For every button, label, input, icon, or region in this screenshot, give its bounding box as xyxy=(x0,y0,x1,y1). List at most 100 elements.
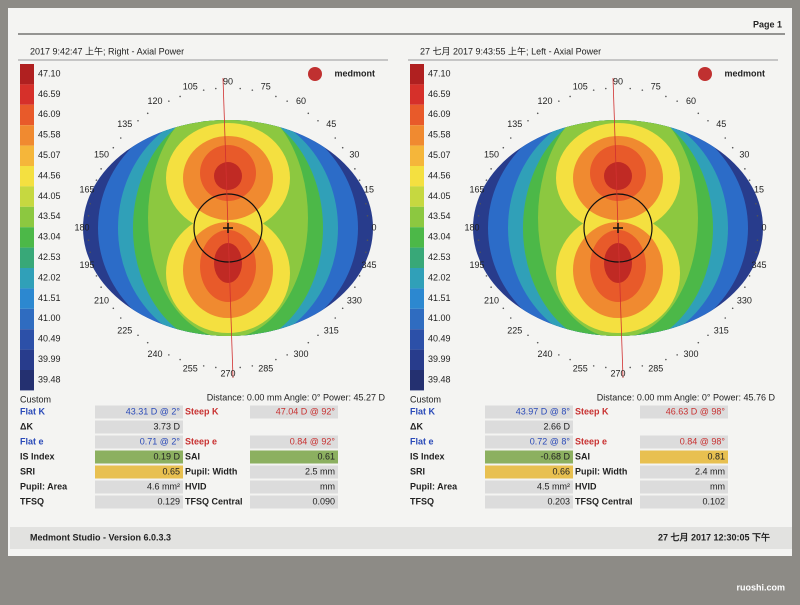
cell-bg xyxy=(485,435,573,449)
angle-label: 315 xyxy=(324,326,339,336)
angle-dot xyxy=(286,354,288,356)
cell-value: mm xyxy=(320,481,335,491)
angle-dot xyxy=(358,179,361,181)
angle-dot xyxy=(665,95,667,98)
angle-dot xyxy=(536,112,539,115)
cell-label: SAI xyxy=(185,451,200,461)
angle-label: 270 xyxy=(610,368,625,378)
scale-name: Custom xyxy=(20,394,51,404)
scale-swatch xyxy=(20,268,34,289)
angle-dot xyxy=(251,365,254,367)
panel-title: 2017 9:42:47 上午; Right - Axial Power xyxy=(30,45,184,56)
cell-bg xyxy=(485,405,573,419)
scale-label: 47.10 xyxy=(38,68,61,78)
angle-dot xyxy=(239,366,242,369)
scale-swatch xyxy=(20,125,34,146)
angle-dot xyxy=(509,317,512,319)
scale-label: 42.02 xyxy=(38,272,61,282)
angle-dot xyxy=(490,286,492,288)
cell-label: Flat K xyxy=(20,406,46,416)
angle-label: 15 xyxy=(754,185,764,195)
angle-label: 150 xyxy=(484,149,499,159)
angle-dot xyxy=(676,354,678,356)
scale-label: 40.49 xyxy=(428,334,451,344)
angle-label: 150 xyxy=(94,149,109,159)
cell-bg xyxy=(95,495,183,509)
angle-label: 120 xyxy=(537,96,552,106)
scale-swatch xyxy=(20,288,34,309)
scale-swatch xyxy=(410,186,424,207)
angle-dot xyxy=(179,358,181,361)
scale-label: 46.59 xyxy=(428,89,451,99)
cell-label: TFSQ xyxy=(410,496,434,506)
angle-dot xyxy=(755,202,757,205)
angle-dot xyxy=(100,168,102,170)
scale-label: 46.09 xyxy=(38,109,61,119)
cell-bg xyxy=(485,480,573,494)
angle-dot xyxy=(317,119,319,122)
cell-label: SRI xyxy=(410,466,425,476)
footer-version: Medmont Studio - Version 6.0.3.3 xyxy=(30,532,171,542)
angle-dot xyxy=(146,341,149,344)
cell-label: Pupil: Area xyxy=(410,481,458,491)
angle-dot xyxy=(558,100,560,102)
angle-dot xyxy=(604,366,607,369)
angle-label: 240 xyxy=(537,349,552,359)
angle-dot xyxy=(724,317,727,319)
cell-value: 0.129 xyxy=(157,496,180,506)
scale-label: 41.51 xyxy=(38,293,61,303)
scale-swatch xyxy=(410,349,424,370)
angle-dot xyxy=(365,202,367,205)
angle-dot xyxy=(502,307,505,310)
cell-bg xyxy=(250,405,338,419)
logo-icon xyxy=(698,67,712,81)
cell-label: TFSQ Central xyxy=(575,496,633,506)
cell-bg xyxy=(95,435,183,449)
angle-label: 75 xyxy=(651,81,661,91)
cell-label: Steep K xyxy=(575,406,609,416)
angle-dot xyxy=(112,307,115,310)
cell-label: Pupil: Area xyxy=(20,481,68,491)
angle-label: 285 xyxy=(648,363,663,373)
scale-label: 40.49 xyxy=(38,334,61,344)
logo: medmont xyxy=(725,68,766,78)
scale-label: 42.53 xyxy=(38,252,61,262)
scale-label: 39.48 xyxy=(38,374,61,384)
scale-label: 41.00 xyxy=(428,313,451,323)
angle-label: 315 xyxy=(714,326,729,336)
angle-dot xyxy=(485,179,488,181)
cell-label: Pupil: Width xyxy=(575,466,627,476)
angle-dot xyxy=(275,95,277,98)
angle-dot xyxy=(354,286,356,288)
angle-dot xyxy=(307,341,310,344)
angle-label: 300 xyxy=(683,349,698,359)
angle-label: 255 xyxy=(183,363,198,373)
scale-label: 39.99 xyxy=(38,354,61,364)
angle-label: 210 xyxy=(94,295,109,305)
cell-bg xyxy=(485,420,573,434)
angle-dot xyxy=(341,307,344,310)
scale-label: 46.59 xyxy=(38,89,61,99)
cell-label: SRI xyxy=(20,466,35,476)
angle-dot xyxy=(527,334,529,337)
angle-dot xyxy=(202,365,205,367)
scale-label: 43.04 xyxy=(38,232,61,242)
angle-dot xyxy=(100,286,102,288)
scale-label: 44.05 xyxy=(38,191,61,201)
cell-bg xyxy=(640,450,728,464)
scale-swatch xyxy=(20,329,34,350)
scale-swatch xyxy=(410,104,424,126)
angle-dot xyxy=(179,95,181,98)
angle-dot xyxy=(137,334,139,337)
scale-label: 43.54 xyxy=(38,211,61,221)
cell-label: IS Index xyxy=(20,451,55,461)
angle-label: 255 xyxy=(573,363,588,373)
cell-label: ΔK xyxy=(20,421,33,431)
map-zone xyxy=(214,162,242,190)
cell-value: 0.66 xyxy=(552,466,570,476)
scale-swatch xyxy=(20,186,34,207)
angle-dot xyxy=(724,137,727,139)
cell-value: 0.72 @ 8° xyxy=(530,436,571,446)
angle-dot xyxy=(756,214,759,217)
cell-label: Pupil: Width xyxy=(185,466,237,476)
